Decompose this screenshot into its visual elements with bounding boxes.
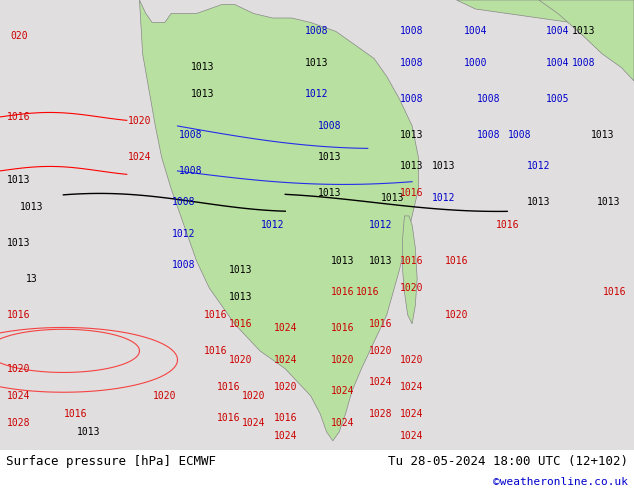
Text: 1008: 1008 — [178, 130, 202, 140]
Text: 1013: 1013 — [191, 62, 215, 73]
Text: 1012: 1012 — [368, 220, 392, 230]
Text: 1013: 1013 — [229, 292, 253, 302]
Text: 1013: 1013 — [191, 90, 215, 99]
Text: 1016: 1016 — [273, 414, 297, 423]
Text: 1013: 1013 — [381, 193, 405, 203]
Text: 1008: 1008 — [172, 260, 196, 270]
Text: 1013: 1013 — [590, 130, 614, 140]
Text: 1013: 1013 — [318, 189, 342, 198]
Text: 1024: 1024 — [127, 152, 152, 163]
Text: 1012: 1012 — [527, 161, 551, 172]
Text: 1008: 1008 — [571, 58, 595, 68]
Text: 1013: 1013 — [597, 197, 621, 207]
Text: ©weatheronline.co.uk: ©weatheronline.co.uk — [493, 477, 628, 487]
Text: 1008: 1008 — [172, 197, 196, 207]
Text: 1016: 1016 — [400, 189, 424, 198]
Text: 1016: 1016 — [216, 382, 240, 392]
Polygon shape — [456, 0, 634, 31]
Text: 1020: 1020 — [242, 391, 266, 401]
Text: 1013: 1013 — [20, 202, 44, 212]
Text: 1013: 1013 — [527, 197, 551, 207]
Text: 1008: 1008 — [400, 94, 424, 104]
Text: 1016: 1016 — [330, 287, 354, 297]
Text: 1013: 1013 — [400, 130, 424, 140]
Text: 1005: 1005 — [546, 94, 570, 104]
Text: 1008: 1008 — [476, 94, 500, 104]
Text: 1020: 1020 — [400, 355, 424, 365]
Text: 1000: 1000 — [463, 58, 488, 68]
Text: 1016: 1016 — [330, 323, 354, 333]
Text: 1008: 1008 — [400, 26, 424, 36]
Text: 1024: 1024 — [273, 355, 297, 365]
Text: 1028: 1028 — [368, 409, 392, 419]
Text: 1020: 1020 — [7, 364, 31, 374]
Text: 1013: 1013 — [571, 26, 595, 36]
Text: 1012: 1012 — [261, 220, 285, 230]
Text: 1024: 1024 — [273, 323, 297, 333]
Text: 1024: 1024 — [400, 382, 424, 392]
Text: 1024: 1024 — [330, 386, 354, 396]
Text: 1016: 1016 — [7, 310, 31, 320]
Text: 1013: 1013 — [229, 265, 253, 275]
Text: 1020: 1020 — [368, 346, 392, 356]
Text: 1016: 1016 — [495, 220, 519, 230]
Polygon shape — [539, 0, 634, 81]
Text: 1020: 1020 — [273, 382, 297, 392]
Text: 1024: 1024 — [330, 418, 354, 428]
Text: 1004: 1004 — [546, 26, 570, 36]
Text: 1024: 1024 — [400, 431, 424, 441]
Text: 1013: 1013 — [77, 427, 101, 437]
Polygon shape — [403, 216, 417, 324]
Text: 1016: 1016 — [7, 112, 31, 122]
Text: 1020: 1020 — [153, 391, 177, 401]
Text: 1008: 1008 — [400, 58, 424, 68]
Text: 1016: 1016 — [229, 319, 253, 329]
Text: 1012: 1012 — [432, 193, 456, 203]
Text: 1012: 1012 — [172, 229, 196, 239]
Text: 1024: 1024 — [7, 391, 31, 401]
Text: 1016: 1016 — [204, 310, 228, 320]
Text: 1016: 1016 — [356, 287, 380, 297]
Text: 1016: 1016 — [603, 287, 627, 297]
Text: 1013: 1013 — [7, 175, 31, 185]
Text: 1024: 1024 — [273, 431, 297, 441]
Text: 1013: 1013 — [368, 256, 392, 266]
Text: 1020: 1020 — [400, 283, 424, 293]
Text: 1024: 1024 — [368, 377, 392, 388]
Polygon shape — [139, 0, 418, 441]
Text: Tu 28-05-2024 18:00 UTC (12+102): Tu 28-05-2024 18:00 UTC (12+102) — [387, 455, 628, 468]
Text: 1013: 1013 — [318, 152, 342, 163]
Text: Surface pressure [hPa] ECMWF: Surface pressure [hPa] ECMWF — [6, 455, 216, 468]
Text: 13: 13 — [26, 274, 37, 284]
Text: 1016: 1016 — [204, 346, 228, 356]
Text: 1013: 1013 — [305, 58, 329, 68]
Text: 1020: 1020 — [330, 355, 354, 365]
Text: 1016: 1016 — [368, 319, 392, 329]
Text: 1016: 1016 — [64, 409, 88, 419]
Text: 1008: 1008 — [305, 26, 329, 36]
Text: 1013: 1013 — [7, 238, 31, 248]
Text: 1013: 1013 — [432, 161, 456, 172]
Text: 020: 020 — [10, 31, 28, 41]
Text: 1024: 1024 — [242, 418, 266, 428]
Text: 1012: 1012 — [305, 90, 329, 99]
Text: 1028: 1028 — [7, 418, 31, 428]
Text: 1004: 1004 — [463, 26, 488, 36]
Text: 1004: 1004 — [546, 58, 570, 68]
Text: 1013: 1013 — [330, 256, 354, 266]
Text: 1016: 1016 — [400, 256, 424, 266]
Text: 1008: 1008 — [508, 130, 532, 140]
Text: 1020: 1020 — [444, 310, 469, 320]
Text: 1008: 1008 — [178, 166, 202, 176]
Text: 1020: 1020 — [229, 355, 253, 365]
Text: 1008: 1008 — [476, 130, 500, 140]
Text: 1016: 1016 — [216, 414, 240, 423]
Text: 1016: 1016 — [444, 256, 469, 266]
Text: 1024: 1024 — [400, 409, 424, 419]
Text: 1008: 1008 — [318, 121, 342, 131]
Text: 1013: 1013 — [400, 161, 424, 172]
Text: 1020: 1020 — [127, 117, 152, 126]
